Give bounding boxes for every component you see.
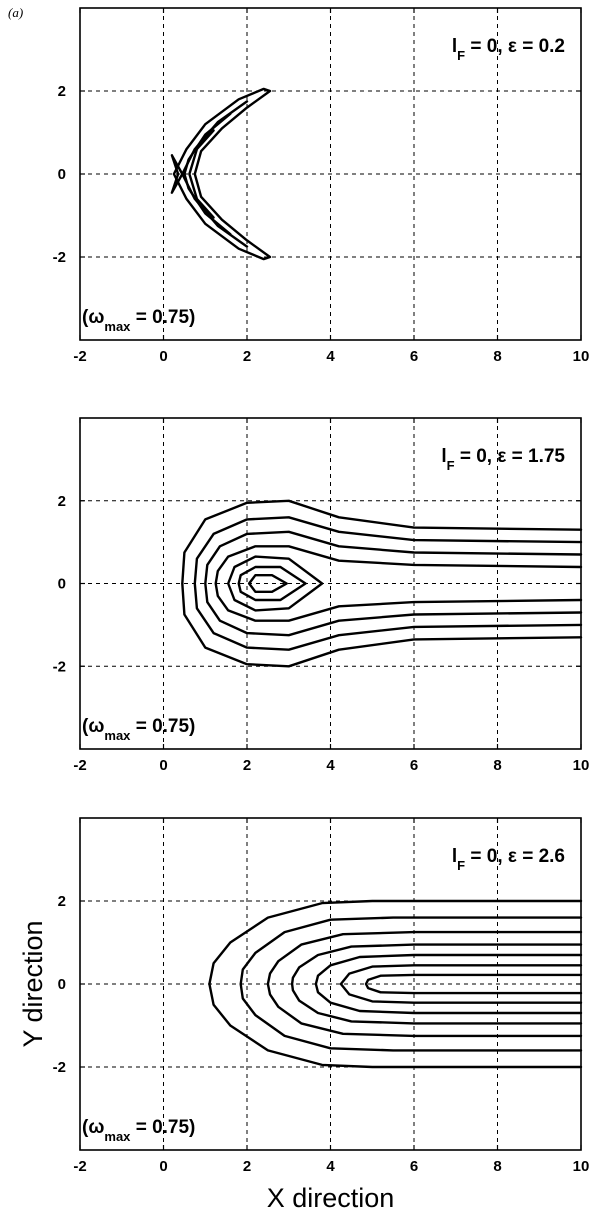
contour-line	[188, 129, 215, 219]
figure-panel-label: (a)	[8, 5, 23, 20]
y-tick-label: 0	[58, 976, 66, 993]
y-tick-label: 0	[58, 576, 66, 593]
contour-line	[339, 964, 583, 1004]
omega-max-note: (ωmax = 0.75)	[82, 716, 195, 743]
x-tick-label: 2	[243, 348, 251, 365]
y-tick-label: -2	[53, 658, 66, 675]
parameter-annotation: lF = 0, ε = 0.2	[452, 36, 565, 63]
contour-line	[172, 87, 272, 261]
x-tick-label: 6	[410, 757, 418, 774]
x-tick-label: 2	[243, 757, 251, 774]
parameter-annotation: lF = 0, ε = 1.75	[441, 446, 565, 473]
x-tick-label: 8	[493, 757, 501, 774]
x-tick-label: 8	[493, 1158, 501, 1175]
panel-3: -2 0 2 4 6 8 10 2 0 -2 lF = 0, ε = 2.6 (ωmax = 0.75…	[18, 817, 590, 1213]
contour-line	[237, 565, 307, 602]
x-tick-label: 0	[159, 348, 167, 365]
x-axis-title: X direction	[267, 1183, 395, 1213]
parameter-annotation: lF = 0, ε = 2.6	[452, 846, 565, 873]
contour-line	[204, 530, 583, 637]
contour-line	[183, 112, 232, 236]
contour-line	[214, 545, 583, 622]
y-tick-label: 0	[58, 166, 66, 183]
x-tick-label: 10	[573, 757, 590, 774]
contour-line	[170, 154, 184, 194]
y-tick-label: -2	[53, 1059, 66, 1076]
contour-line	[227, 555, 324, 612]
x-tick-label: 6	[410, 348, 418, 365]
contour-line	[193, 516, 583, 651]
x-tick-label: -2	[73, 757, 86, 774]
contour-line	[247, 574, 288, 593]
y-axis-title: Y direction	[18, 920, 48, 1047]
x-tick-label: 10	[573, 1158, 590, 1175]
x-tick-label: 10	[573, 348, 590, 365]
x-tick-label: 0	[159, 1158, 167, 1175]
x-tick-label: 0	[159, 757, 167, 774]
contour-line	[239, 916, 583, 1052]
omega-max-note: (ωmax = 0.75)	[82, 1117, 195, 1144]
contour-line	[266, 930, 583, 1038]
y-tick-label: 2	[58, 893, 66, 910]
contour-line	[181, 499, 583, 668]
x-tick-label: 4	[326, 1158, 335, 1175]
omega-max-note: (ωmax = 0.75)	[82, 307, 195, 334]
x-tick-label: 8	[493, 348, 501, 365]
x-tick-label: 4	[326, 348, 335, 365]
y-tick-label: -2	[53, 249, 66, 266]
x-tick-label: 6	[410, 1158, 418, 1175]
y-tick-label: 2	[58, 83, 66, 100]
x-tick-label: -2	[73, 348, 86, 365]
panel-1: -2 0 2 4 6 8 10 2 0 -2 lF = 0, ε = 0.2 (ωmax = 0.75…	[53, 7, 590, 365]
contour-line	[364, 973, 583, 995]
x-tick-label: 2	[243, 1158, 251, 1175]
y-tick-label: 2	[58, 493, 66, 510]
contour-line	[208, 899, 583, 1069]
x-tick-label: -2	[73, 1158, 86, 1175]
contour-line	[290, 943, 583, 1025]
panel-2: -2 0 2 4 6 8 10 2 0 -2 lF = 0, ε = 1.75 (ωmax = 0.7…	[53, 417, 590, 774]
contour-line	[314, 953, 583, 1015]
x-tick-label: 4	[326, 757, 335, 774]
